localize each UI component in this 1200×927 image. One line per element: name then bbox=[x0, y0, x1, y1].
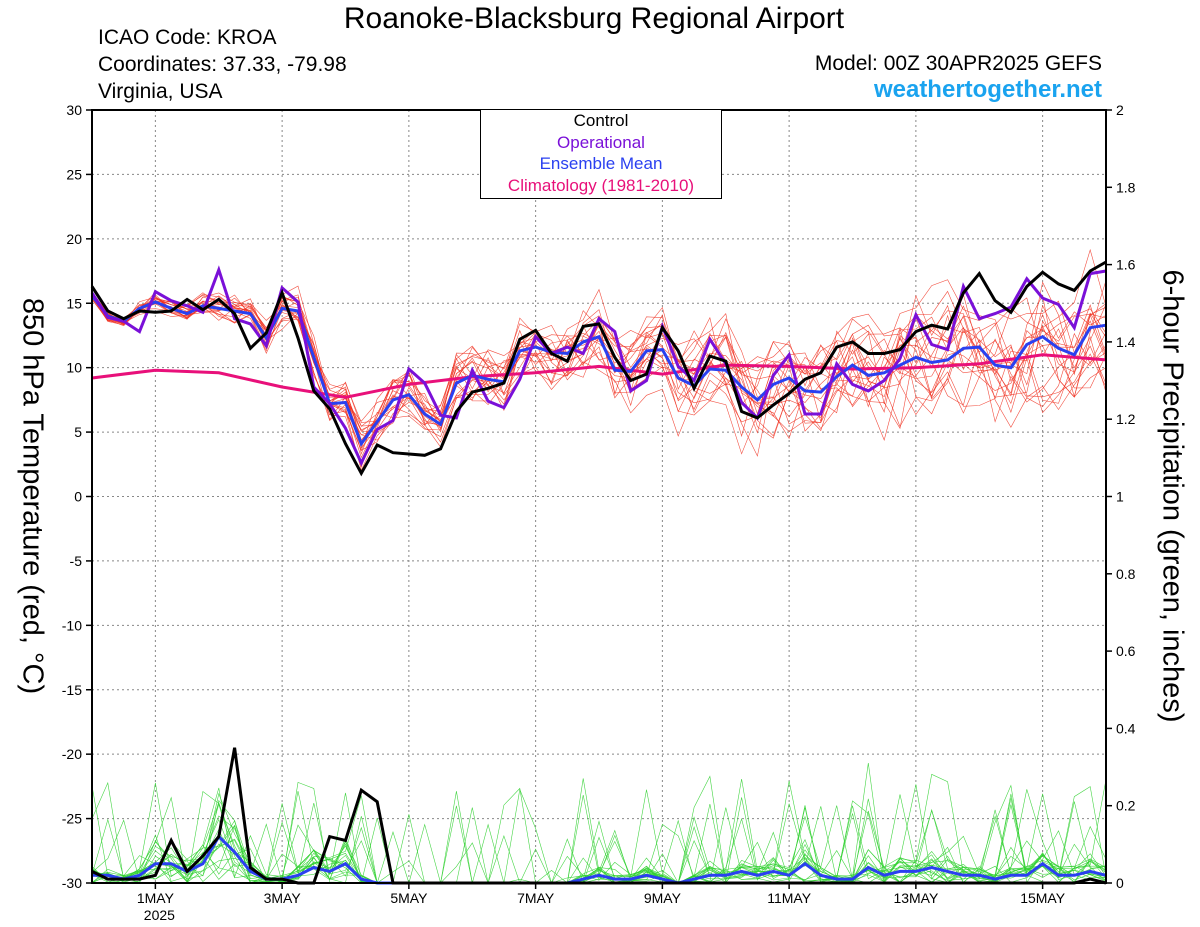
y2-tick-label: 1.6 bbox=[1116, 257, 1136, 273]
legend: Control Operational Ensemble Mean Climat… bbox=[480, 109, 722, 199]
gridlines bbox=[92, 110, 1106, 883]
y-tick-label: 20 bbox=[66, 231, 82, 247]
legend-climatology: Climatology (1981-2010) bbox=[507, 175, 695, 195]
y-axis-label-left: 850 hPa Temperature (red, °C) bbox=[16, 297, 49, 695]
control-temp-line bbox=[90, 260, 1107, 477]
temp-member-line bbox=[91, 296, 1107, 452]
precip-member-line bbox=[91, 779, 1107, 885]
temp-member-line bbox=[91, 292, 1107, 431]
legend-ensemble-mean: Ensemble Mean bbox=[539, 154, 663, 173]
y-tick-label: -5 bbox=[70, 553, 83, 569]
y-tick-label: -15 bbox=[62, 682, 82, 698]
temperature-members bbox=[91, 248, 1107, 472]
y2-tick-label: 2 bbox=[1116, 102, 1124, 118]
x-tick-label: 5MAY bbox=[390, 890, 428, 906]
model-run: Model: 00Z 30APR2025 GEFS bbox=[814, 52, 1102, 75]
x-tick-year: 2025 bbox=[144, 907, 175, 923]
y-tick-label: -25 bbox=[62, 811, 82, 827]
y2-tick-label: 1.4 bbox=[1116, 334, 1136, 350]
y2-tick-label: 0.6 bbox=[1116, 643, 1136, 659]
precip-member-line bbox=[91, 803, 1107, 884]
y-tick-label: -10 bbox=[62, 617, 82, 633]
y2-tick-label: 0 bbox=[1116, 875, 1124, 891]
site-link[interactable]: weathertogether.net bbox=[873, 76, 1102, 103]
y-tick-label: -20 bbox=[62, 746, 82, 762]
y2-tick-label: 0.2 bbox=[1116, 798, 1136, 814]
y-tick-label: 10 bbox=[66, 360, 82, 376]
x-tick-label: 1MAY bbox=[137, 890, 175, 906]
y-tick-label: 30 bbox=[66, 102, 82, 118]
y2-tick-label: 0.8 bbox=[1116, 566, 1136, 582]
y2-tick-label: 1 bbox=[1116, 489, 1124, 505]
legend-operational: Operational bbox=[557, 132, 645, 152]
temp-member-line bbox=[91, 296, 1107, 448]
y-axis-label-right: 6-hour Precipitation (green, inches) bbox=[1156, 269, 1189, 723]
x-tick-label: 9MAY bbox=[644, 890, 682, 906]
y-tick-label: 15 bbox=[66, 295, 82, 311]
legend-control: Control bbox=[573, 111, 629, 130]
x-tick-label: 11MAY bbox=[767, 890, 811, 906]
ensemble-mean-temp-line bbox=[90, 294, 1107, 447]
y-tick-label: 0 bbox=[74, 489, 82, 505]
axes: 302520151050-5-10-15-20-25-3021.81.61.41… bbox=[62, 102, 1136, 923]
y2-tick-label: 0.4 bbox=[1116, 720, 1136, 736]
x-tick-label: 7MAY bbox=[517, 890, 555, 906]
coordinates: Coordinates: 37.33, -79.98 bbox=[98, 53, 347, 76]
temp-member-line bbox=[91, 288, 1107, 441]
precip-member-line bbox=[91, 778, 1107, 884]
x-tick-label: 13MAY bbox=[893, 890, 939, 906]
y2-tick-label: 1.2 bbox=[1116, 411, 1136, 427]
precip-member-line bbox=[91, 775, 1107, 884]
region: Virginia, USA bbox=[98, 80, 223, 103]
chart-title: Roanoke-Blacksburg Regional Airport bbox=[343, 2, 845, 35]
climatology-line bbox=[91, 353, 1107, 399]
y-tick-label: -30 bbox=[62, 875, 82, 891]
y2-tick-label: 1.8 bbox=[1116, 179, 1136, 195]
y-tick-label: 5 bbox=[74, 424, 82, 440]
x-tick-label: 15MAY bbox=[1020, 890, 1066, 906]
series-lines bbox=[90, 260, 1107, 885]
y-tick-label: 25 bbox=[66, 166, 82, 182]
x-tick-label: 3MAY bbox=[264, 890, 302, 906]
icao-code: ICAO Code: KROA bbox=[98, 26, 277, 49]
